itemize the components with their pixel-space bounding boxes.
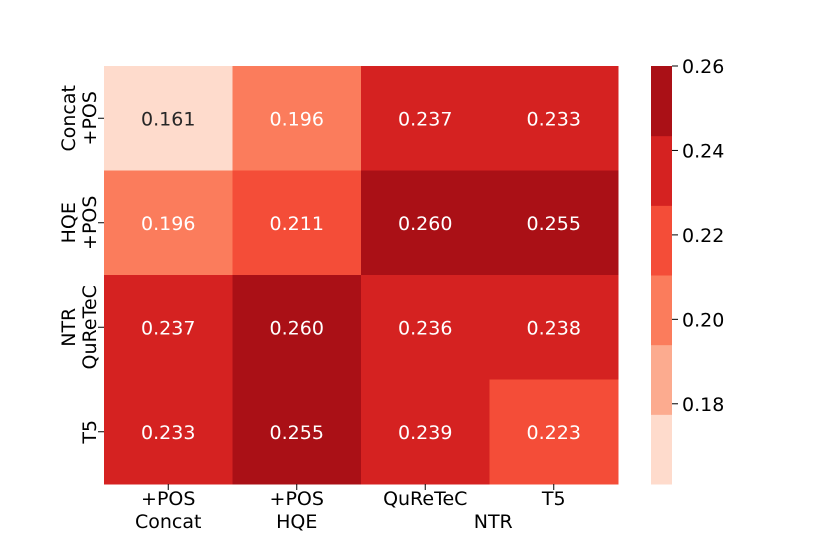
heatmap-cell-r1-c2 [361, 170, 490, 276]
colorbar-segment [651, 344, 672, 415]
heatmap-cell-r2-c1 [232, 275, 362, 380]
cell-value-label: 0.196 [270, 108, 324, 130]
heatmap-cell-labels: 0.161 0.196 0.237 0.233 0.196 0.211 0.260 0.255… [141, 108, 581, 444]
cell-value-label: 0.237 [398, 108, 452, 130]
heatmap-cell-r1-c0 [104, 170, 233, 276]
cell-value-label: 0.233 [141, 422, 195, 444]
cell-value-label: 0.255 [527, 213, 581, 235]
colorbar-tick-label: 0.24 [682, 140, 724, 162]
row-tick-label: HQE [58, 202, 80, 243]
colorbar-segment [651, 205, 672, 276]
colorbar-tick-label: 0.22 [682, 225, 724, 247]
cell-value-label: 0.196 [141, 213, 195, 235]
column-tick-label: NTR [474, 511, 513, 533]
cell-value-label: 0.260 [398, 213, 452, 235]
colorbar-segment [651, 66, 672, 137]
heatmap-cell-r0-c1 [232, 66, 362, 171]
cell-value-label: 0.236 [398, 317, 452, 339]
cell-value-label: 0.238 [527, 317, 581, 339]
colorbar-segment [651, 414, 672, 485]
row-tick-label: T5 [79, 420, 101, 445]
cell-value-label: 0.239 [398, 422, 452, 444]
cell-value-label: 0.211 [270, 213, 324, 235]
colorbar-segment [651, 275, 672, 346]
column-tick-label: T5 [541, 488, 566, 510]
heatmap-cells [104, 66, 619, 485]
cell-value-label: 0.237 [141, 317, 195, 339]
column-tick-label: +POS [270, 488, 324, 510]
heatmap-cell-r2-c2 [361, 275, 490, 380]
row-tick-label: +POS [79, 196, 101, 250]
column-tick-label: QuReTeC [383, 488, 467, 510]
heatmap-cell-r3-c2 [361, 379, 490, 485]
heatmap-cell-r3-c1 [232, 379, 362, 485]
cell-value-label: 0.223 [527, 422, 581, 444]
heatmap-cell-r1-c1 [232, 170, 362, 276]
heatmap-cell-r2-c0 [104, 275, 233, 380]
heatmap-cell-r0-c0 [104, 66, 233, 171]
heatmap-cell-r2-c3 [489, 275, 619, 380]
cell-value-label: 0.260 [270, 317, 324, 339]
heatmap-cell-r0-c3 [489, 66, 619, 171]
row-tick-label: NTR [58, 308, 80, 347]
column-tick-label: Concat [135, 511, 201, 533]
column-tick-label: HQE [276, 511, 317, 533]
colorbar-tick-label: 0.20 [682, 309, 724, 331]
heatmap-cell-r1-c3 [489, 170, 619, 276]
column-tick-label: +POS [141, 488, 195, 510]
cell-value-label: 0.161 [141, 108, 195, 130]
heatmap-cell-r3-c0 [104, 379, 233, 485]
cell-value-label: 0.233 [527, 108, 581, 130]
heatmap-cell-r3-c3 [489, 379, 619, 485]
colorbar: 0.18 0.20 0.22 0.24 0.26 [651, 56, 724, 485]
colorbar-tick-label: 0.18 [682, 394, 724, 416]
heatmap-cell-r0-c2 [361, 66, 490, 171]
colorbar-segment [651, 135, 672, 206]
cell-value-label: 0.255 [270, 422, 324, 444]
row-tick-label: +POS [79, 91, 101, 145]
row-tick-label: QuReTeC [79, 285, 101, 369]
row-tick-label: Concat [58, 85, 80, 151]
colorbar-tick-label: 0.26 [682, 56, 724, 78]
